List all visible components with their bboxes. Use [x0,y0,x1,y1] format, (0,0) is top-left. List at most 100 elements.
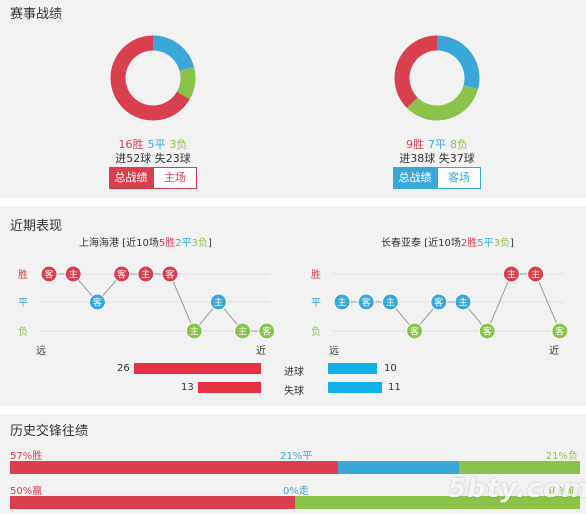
left-form-w: 5胜 [158,238,176,249]
right-form-point[interactable] [527,265,545,283]
left-form-point[interactable] [137,265,155,283]
left-form-point[interactable] [88,293,106,311]
left-form-point[interactable] [64,265,82,283]
left-form-point[interactable] [161,265,179,283]
record-section: 赛事战绩 16胜 5平 3负 进52球 失23球 总战绩 主场 9胜 7平 8负 进38… [0,0,586,198]
right-form-line [342,273,561,332]
right-form-venue: 客 [483,326,492,338]
left-form-point[interactable] [209,293,227,311]
right-far-label: 远 [329,345,339,357]
left-form-title: 上海海港 [近10场5胜2平3负] [79,234,212,249]
left-goals-for-num: 26 [117,363,130,374]
left-donut-win-slice [110,35,190,121]
right-tab-overall[interactable]: 总战绩 [393,167,437,189]
goals-for-label: 进球 [284,367,304,378]
left-goals-against: 失23球 [154,152,191,165]
left-goals-against-num: 13 [181,382,194,393]
left-donut-loss-slice [176,67,196,100]
left-axis-label-D: 平 [18,298,28,309]
right-donut-loss-slice [406,84,479,121]
right-form-venue: 主 [386,297,395,309]
separator [0,406,586,414]
history-result-segment-win [10,461,339,474]
right-form-point[interactable] [333,293,351,311]
right-form-title: 长春亚泰 [近10场2胜5平3负] [381,234,514,249]
site-watermark: 5bty.com [448,474,586,504]
record-section-title: 赛事战绩 [10,7,63,22]
right-record-donut [394,35,480,121]
left-near-label: 近 [256,344,266,357]
right-form-point[interactable] [406,322,424,340]
right-form-point[interactable] [454,293,472,311]
right-form-point[interactable] [381,293,399,311]
history-result-segment-draw [338,461,460,474]
left-form-point[interactable] [113,265,131,283]
right-form-venue: 客 [410,326,419,338]
right-form-venue: 主 [507,269,516,281]
left-wins: 16胜 [118,138,144,151]
right-form-summary-end: ] [509,238,514,249]
left-form-summary: [近10场 [122,238,159,249]
right-form-point[interactable] [551,322,569,340]
right-goals-against-bar [328,382,382,393]
history-handicap-bar [10,496,580,509]
left-form-venue: 客 [165,269,174,281]
right-form-chart: 胜平负远 近主客主客客 主客主 主客 [311,265,569,357]
left-form-venue: 客 [117,269,126,281]
left-form-venue: 主 [69,269,78,281]
history-loss-pct: 21%负 [545,451,578,462]
left-form-point[interactable] [185,322,203,340]
right-form-point[interactable] [357,293,375,311]
left-form-chart: 胜平负远 近客 主客客主客主主主客 [18,265,276,357]
left-form-venue: 客 [93,297,102,309]
left-form-team: 上海海港 [79,238,119,249]
left-form-venue: 客 [262,326,271,338]
right-team-record: 9胜 7平 8负 进38球 失37球 [357,28,517,166]
history-result-segment-loss [459,461,580,474]
right-form-point[interactable] [502,265,520,283]
left-form-point[interactable] [234,322,252,340]
right-axis-label-D: 平 [311,298,321,309]
left-team-record: 16胜 5平 3负 进52球 失23球 [73,28,233,166]
right-form-w: 2胜 [460,238,478,249]
history-section: 历史交锋往绩 57%胜 21%平 21%负 50%赢 0%走 50%输 5bty… [0,414,586,514]
right-form-venue: 客 [362,297,371,309]
recent-section: 近期表现 上海海港 [近10场5胜2平3负] 长春亚泰 [近10场2胜5平3负]… [0,206,586,406]
history-section-title: 历史交锋往绩 [10,424,89,439]
right-form-point[interactable] [478,322,496,340]
left-form-point[interactable] [258,322,276,340]
history-handicap-push-pct: 0%走 [283,486,309,497]
right-draws: 7平 [428,138,446,151]
left-form-point[interactable] [40,265,58,283]
left-form-venue: 客 [44,269,53,281]
history-handicap-win-pct: 50%赢 [10,486,43,497]
left-form-venue: 主 [141,269,150,281]
right-form-venue: 客 [434,297,443,309]
right-goals-against: 失37球 [438,152,475,165]
left-form-d: 2平 [175,238,192,249]
right-form-l: 3负 [493,238,510,249]
right-near-label: 近 [549,344,559,357]
left-goals-against-bar [197,382,261,393]
left-tab-overall[interactable]: 总战绩 [109,167,153,189]
left-form-venue: 主 [190,326,199,338]
left-form-venue: 主 [238,326,247,338]
right-tab-away[interactable]: 客场 [437,167,481,189]
history-draw-pct: 21%平 [280,451,313,462]
history-handicap-segment-win [10,496,295,509]
left-axis-label-W: 胜 [18,269,28,281]
separator [0,198,586,206]
left-axis-label-L: 负 [18,325,28,338]
right-losses: 8负 [450,138,468,151]
left-tab-home[interactable]: 主场 [153,167,197,189]
right-form-point[interactable] [430,293,448,311]
right-axis-label-L: 负 [311,325,321,338]
left-goals-for: 进52球 [115,152,152,165]
right-goals-against-num: 11 [388,382,401,393]
goals-against-label: 失球 [284,386,304,397]
left-donut-draw-slice [152,35,195,72]
left-goals-for-bar [134,363,261,374]
right-form-venue: 客 [555,326,564,338]
history-handicap-segment-loss [295,496,580,509]
left-record-tabs: 总战绩 主场 [109,167,197,189]
